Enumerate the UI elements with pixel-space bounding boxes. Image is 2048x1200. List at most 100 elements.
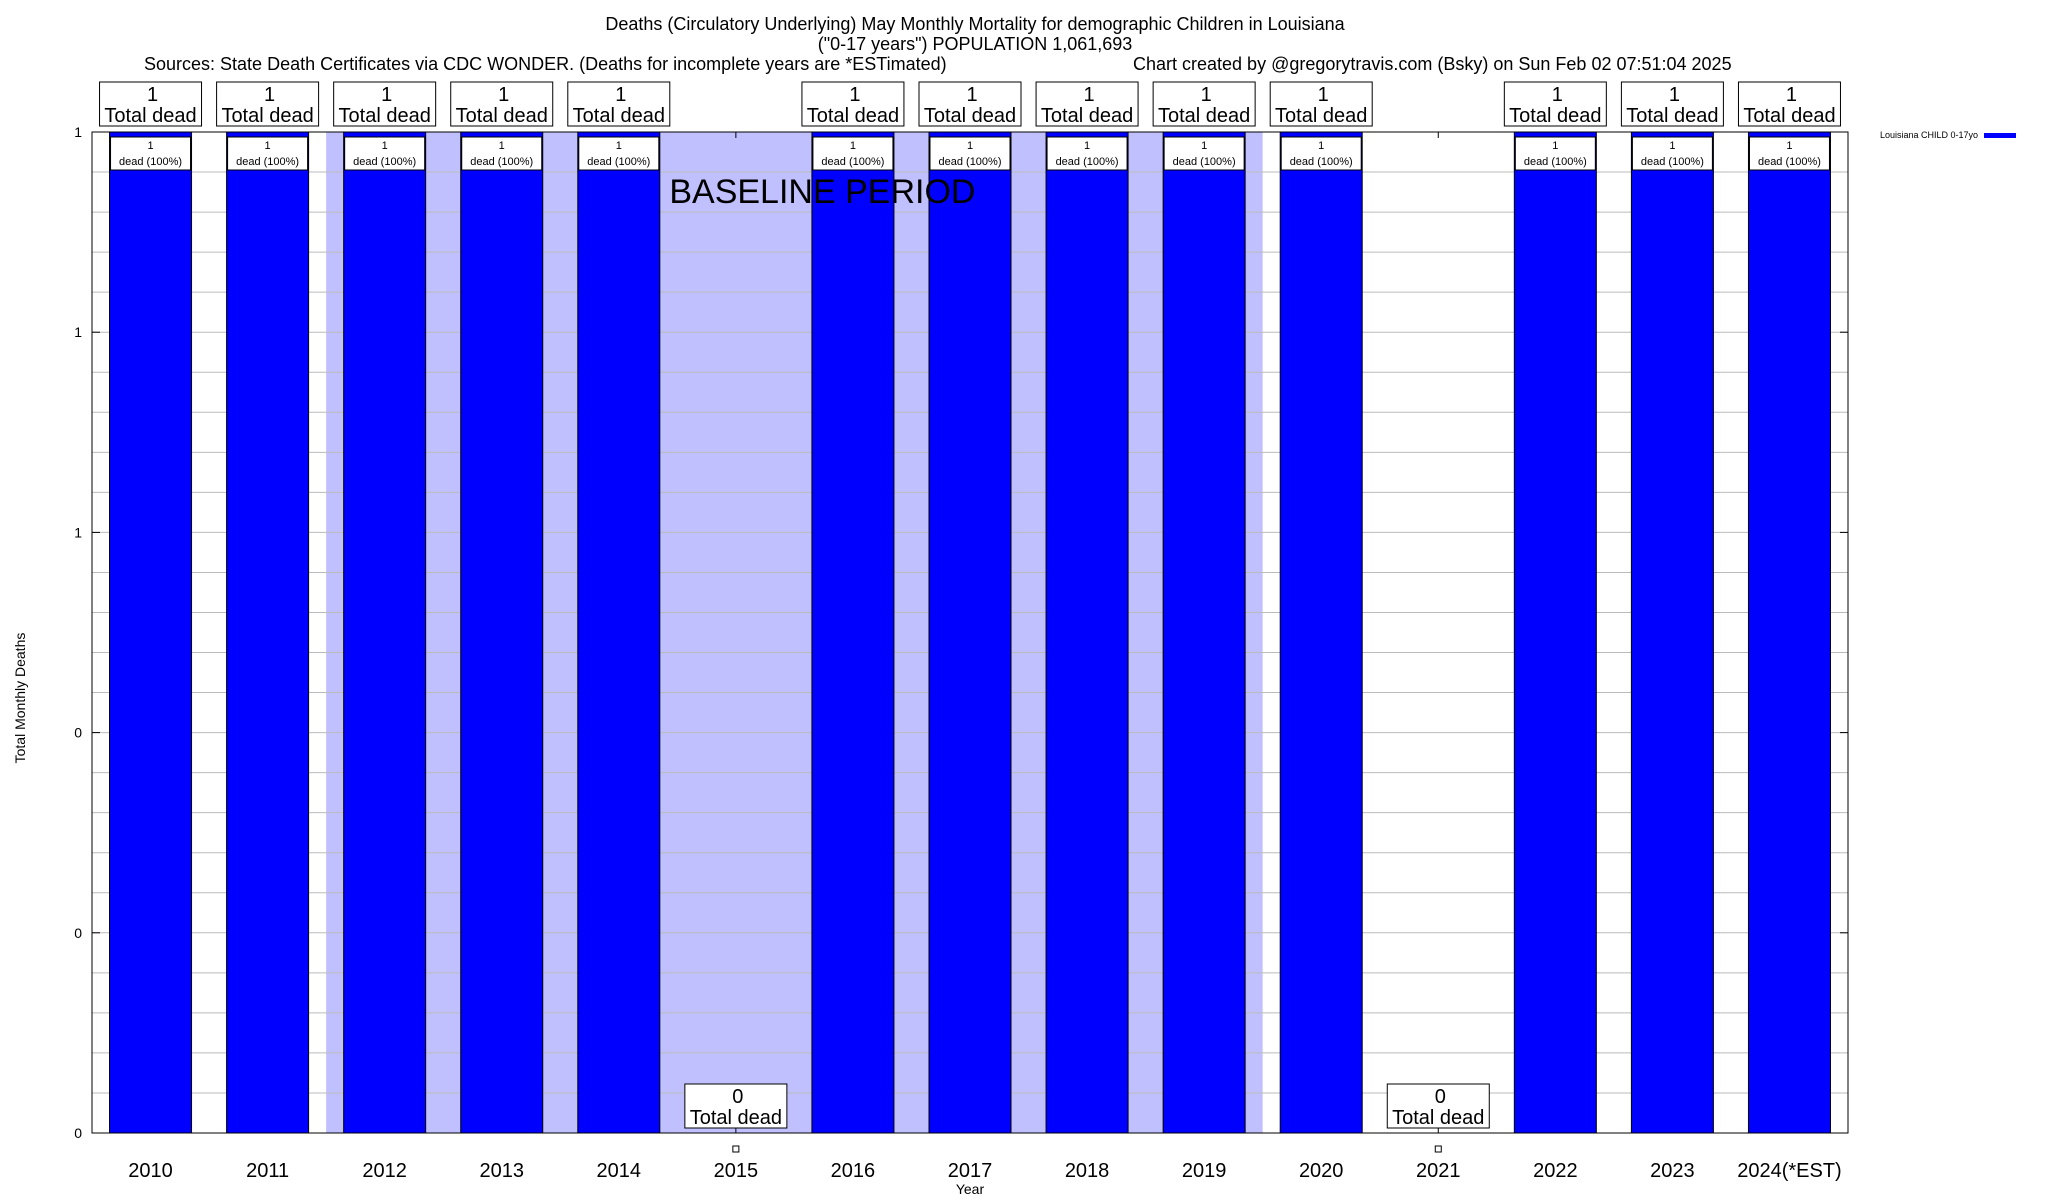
bar-label-text: dead (100%): [821, 156, 884, 168]
bar-label-value: 1: [499, 140, 505, 152]
total-dead-box: [1620, 81, 1724, 127]
x-tick-label: 2022: [1533, 1160, 1578, 1182]
total-dead-box: [333, 81, 437, 127]
bar: [460, 131, 544, 1134]
bar-label-box: [110, 136, 192, 171]
y-tick-label: 1: [74, 324, 82, 340]
x-tick-label: 2024(*EST): [1737, 1160, 1842, 1182]
bar-label-text: dead (100%): [1758, 156, 1821, 168]
bar-label-box: [929, 136, 1011, 171]
total-dead-value: 0: [1435, 1086, 1446, 1108]
x-tick-label: 2019: [1182, 1160, 1227, 1182]
bar: [928, 131, 1012, 1134]
x-tick-label: 2023: [1650, 1160, 1695, 1182]
legend: Louisiana CHILD 0-17yo: [1880, 130, 2017, 140]
x-tick-label: 2011: [246, 1160, 289, 1182]
y-tick-label: 0: [74, 725, 82, 741]
total-dead-box: [1152, 81, 1256, 127]
bar-label-text: dead (100%): [1056, 156, 1119, 168]
total-dead-box: [684, 1083, 788, 1129]
x-tick-label: 2010: [128, 1160, 173, 1182]
x-tick-label: 2013: [479, 1160, 524, 1182]
bar-label-box: [1163, 136, 1245, 171]
x-tick-label: 2015: [714, 1160, 759, 1182]
baseline-label: BASELINE PERIOD: [669, 173, 975, 211]
total-dead-label: Total dead: [104, 105, 196, 127]
bar-label-text: dead (100%): [470, 156, 533, 168]
zero-point-marker: [1434, 1145, 1442, 1153]
total-dead-value: 1: [1669, 84, 1680, 106]
total-dead-value: 1: [1786, 84, 1797, 106]
x-tick-label: 2017: [948, 1160, 993, 1182]
total-dead-label: Total dead: [1041, 105, 1133, 127]
chart-subtitle: ("0-17 years") POPULATION 1,061,693: [817, 34, 1133, 54]
total-dead-label: Total dead: [924, 105, 1016, 127]
total-dead-value: 1: [498, 84, 509, 106]
x-axis-label: Year: [955, 1181, 985, 1197]
bar: [1045, 131, 1129, 1134]
bar-label-text: dead (100%): [353, 156, 416, 168]
total-dead-value: 1: [1084, 84, 1095, 106]
total-dead-box: [1269, 81, 1373, 127]
zero-point-marker: [732, 1145, 740, 1153]
total-dead-value: 1: [1201, 84, 1212, 106]
bar-label-value: 1: [1201, 140, 1207, 152]
x-tick-label: 2016: [831, 1160, 876, 1182]
total-dead-box: [450, 81, 554, 127]
bar-label-text: dead (100%): [939, 156, 1002, 168]
y-tick-label: 0: [74, 925, 82, 941]
bar: [343, 131, 427, 1134]
total-dead-box: [1035, 81, 1139, 127]
bar-label-value: 1: [1084, 140, 1090, 152]
total-dead-box: [1386, 1083, 1490, 1129]
bar-label-box: [1748, 136, 1830, 171]
total-dead-value: 1: [147, 84, 158, 106]
total-dead-box: [1737, 81, 1841, 127]
total-dead-box: [801, 81, 905, 127]
bar-label-text: dead (100%): [1173, 156, 1236, 168]
bar-label-box: [1514, 136, 1596, 171]
total-dead-box: [99, 81, 203, 127]
bar-label-box: [1046, 136, 1128, 171]
bar-label-text: dead (100%): [1524, 156, 1587, 168]
y-tick-label: 1: [74, 524, 82, 540]
y-tick-label: 0: [74, 1125, 82, 1141]
total-dead-value: 1: [1552, 84, 1563, 106]
total-dead-box: [1503, 81, 1607, 127]
x-tick-label: 2018: [1065, 1160, 1110, 1182]
bar-label-text: dead (100%): [587, 156, 650, 168]
total-dead-label: Total dead: [221, 105, 313, 127]
bar-label-text: dead (100%): [1290, 156, 1353, 168]
total-dead-label: Total dead: [573, 105, 665, 127]
total-dead-label: Total dead: [1743, 105, 1835, 127]
bar-label-box: [1280, 136, 1362, 171]
bar-label-value: 1: [1552, 140, 1558, 152]
total-dead-box: [918, 81, 1022, 127]
bar-label-value: 1: [967, 140, 973, 152]
x-tick-label: 2012: [362, 1160, 407, 1182]
bar: [1279, 131, 1363, 1134]
bar-label-box: [227, 136, 309, 171]
sources-note: Sources: State Death Certificates via CD…: [144, 54, 947, 74]
bar-label-value: 1: [1318, 140, 1324, 152]
bar-label-value: 1: [850, 140, 856, 152]
x-tick-label: 2021: [1416, 1160, 1461, 1182]
legend-label: Louisiana CHILD 0-17yo: [1880, 130, 1979, 140]
chart-title: Deaths (Circulatory Underlying) May Mont…: [605, 14, 1345, 34]
total-dead-value: 1: [966, 84, 977, 106]
total-dead-box: [567, 81, 671, 127]
total-dead-label: Total dead: [690, 1107, 782, 1129]
bar-label-text: dead (100%): [236, 156, 299, 168]
bar: [109, 131, 193, 1134]
bar-label-value: 1: [265, 140, 271, 152]
bar-label-text: dead (100%): [1641, 156, 1704, 168]
total-dead-label: Total dead: [807, 105, 899, 127]
bar-label-box: [1631, 136, 1713, 171]
bar: [1513, 131, 1597, 1134]
total-dead-label: Total dead: [1275, 105, 1367, 127]
bar-label-box: [812, 136, 894, 171]
total-dead-value: 1: [381, 84, 392, 106]
total-dead-label: Total dead: [456, 105, 548, 127]
bar: [1630, 131, 1714, 1134]
